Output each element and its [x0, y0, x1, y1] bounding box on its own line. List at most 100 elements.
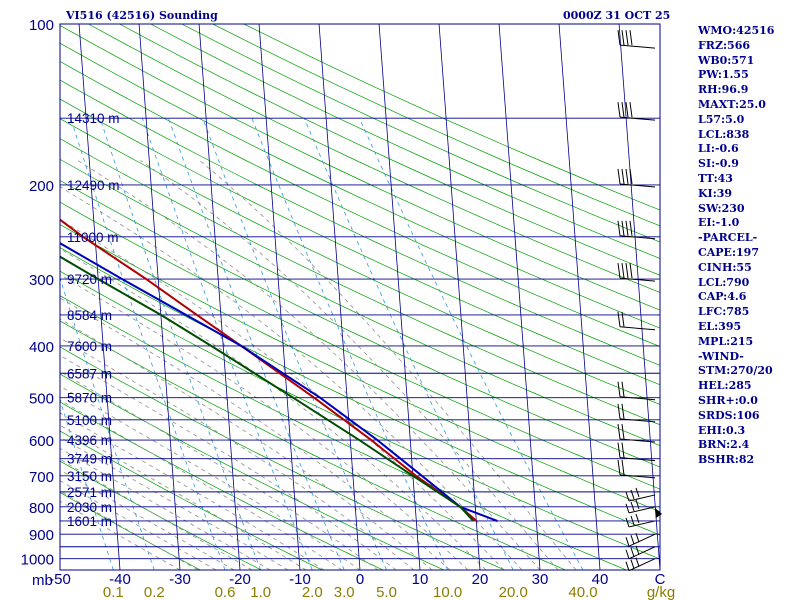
wind-barbs [617, 30, 662, 572]
mixing-ratio-tick-label: 20.0 [499, 584, 528, 600]
wind-barb-shaft [619, 396, 656, 401]
mixing-ratio-tick-label: 0.2 [144, 584, 165, 600]
wind-barb-tick [621, 442, 625, 458]
dry-adiabat-line [60, 201, 660, 490]
height-label: 6587 m [67, 366, 112, 381]
wind-barb-tick [635, 533, 640, 543]
moist-adiabat-line [60, 186, 523, 570]
wind-barb [617, 311, 656, 331]
dry-adiabat-line [60, 98, 660, 386]
isotherm-line [438, 24, 481, 570]
isotherm-line [378, 24, 421, 570]
wind-barb-tick [617, 381, 621, 397]
wind-barb-tick [629, 220, 633, 236]
wind-barb-shaft [619, 438, 656, 443]
isotherm-line [498, 24, 541, 570]
dry-adiabat-line [60, 295, 627, 570]
dry-adiabat-line [60, 180, 660, 468]
mixing-ratio-tick-label: 0.6 [215, 584, 236, 600]
wind-barb-tick [621, 168, 625, 185]
wind-barb [617, 263, 656, 282]
temperature-tick-label: -30 [169, 571, 191, 588]
index-line: WMO:42516 [698, 24, 775, 37]
index-line: L57:5.0 [698, 112, 745, 126]
index-line: TT:43 [698, 171, 733, 185]
plot-background [60, 24, 660, 570]
pressure-tick-label: 200 [29, 178, 54, 195]
pressure-tick-label: 400 [29, 339, 54, 356]
index-line: PW:1.55 [698, 68, 749, 82]
mixing-ratio-tick-label: 5.0 [376, 584, 397, 600]
height-label: 12490 m [67, 178, 120, 193]
wind-barb [625, 513, 656, 528]
dry-adiabat-line [88, 24, 660, 293]
wind-barb-tick [621, 311, 625, 327]
isotherm-line [78, 24, 121, 570]
wind-barb-tick [617, 168, 621, 185]
moist-adiabat-line [60, 248, 487, 570]
moist-adiabat-line [60, 337, 415, 570]
pressure-tick-label: 500 [29, 391, 54, 408]
height-label: 4396 m [67, 433, 112, 448]
dry-adiabat-line [60, 373, 444, 570]
mixing-ratio-tick-label: 3.0 [334, 584, 355, 600]
dry-adiabat-line [60, 247, 660, 536]
isotherm-line [198, 24, 241, 570]
wind-barb [617, 168, 656, 188]
wind-barb-tick [635, 513, 640, 524]
observation-time: 0000Z 31 OCT 25 [563, 9, 671, 22]
index-line: MPL:215 [698, 334, 754, 348]
dry-adiabat-line [60, 118, 660, 405]
wind-barb-shaft [619, 183, 656, 188]
mixing-ratio-tick-label: 0.1 [103, 584, 124, 600]
wind-barb-tick [625, 30, 629, 46]
index-line: SW:230 [698, 201, 745, 215]
dry-adiabat-line [60, 320, 566, 570]
height-label: 5100 m [67, 413, 112, 428]
wind-barb-tick [625, 168, 629, 185]
index-line: CAP:4.6 [698, 290, 747, 304]
wind-barb-tick [617, 263, 621, 279]
pressure-tick-label: 1000 [21, 552, 54, 569]
wind-barb-shaft [628, 520, 656, 528]
moist-adiabat-line [140, 160, 559, 570]
index-line: LI:-0.6 [698, 142, 739, 156]
wind-barb-tick [625, 102, 629, 118]
height-label: 7600 m [67, 339, 112, 354]
profile-lines [60, 218, 498, 522]
wind-barb-shaft [619, 474, 656, 479]
index-line: HEL:285 [698, 379, 752, 393]
temperature-tick-label: -50 [49, 571, 71, 588]
wind-barb-shaft [619, 44, 656, 49]
wind-barb-tick [625, 537, 630, 547]
pressure-tick-label: 800 [29, 500, 54, 517]
dry-adiabat-line [60, 460, 262, 570]
station-title: VI516 (42516) Sounding [66, 9, 218, 22]
wind-barb [625, 499, 656, 514]
index-line: WB0:571 [698, 53, 755, 67]
wind-barb-tick [625, 220, 629, 236]
moist-adiabat-line [60, 436, 289, 570]
wind-barb-tick [630, 501, 635, 512]
wind-barb-tick [630, 489, 635, 500]
pressure-tick-label: 100 [29, 17, 54, 34]
wind-barb-tick [635, 499, 640, 510]
wind-barb-tick [625, 263, 629, 279]
moist-adiabat-line [60, 354, 397, 570]
surface-wind-marker [655, 508, 662, 518]
pressure-tick-label: 300 [29, 272, 54, 289]
index-line: EI:-1.0 [698, 216, 740, 230]
wind-barb-tick [629, 102, 633, 118]
parcel-line [60, 242, 498, 522]
moist-adiabat-line [199, 160, 577, 570]
isotherm-line [318, 24, 361, 570]
wind-barb [617, 423, 656, 443]
temperature-tick-label: 30 [532, 571, 549, 588]
wind-barb-tick [629, 263, 633, 279]
wind-barb-tick [621, 220, 625, 236]
wind-barb-shaft [628, 494, 656, 502]
wind-barb-tick [621, 263, 625, 279]
dry-adiabat-line [119, 24, 660, 276]
wind-barb [617, 220, 656, 240]
mixing-ratio-tick-label: 40.0 [568, 584, 597, 600]
